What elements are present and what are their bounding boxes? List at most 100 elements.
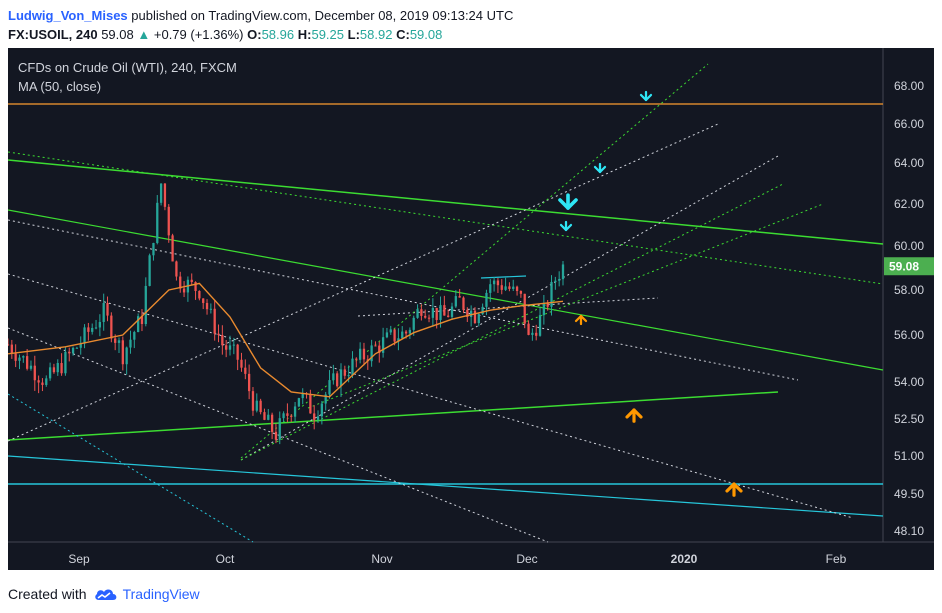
price-tick-label: 66.00	[894, 117, 924, 131]
price-tick-label: 49.50	[894, 487, 924, 501]
candle-body	[447, 315, 450, 317]
cyan-arrow-down-1	[639, 90, 653, 102]
candle-body	[267, 414, 270, 420]
candle-body	[255, 400, 258, 411]
arrows-layer	[558, 90, 743, 497]
candle-body	[225, 345, 228, 350]
candle-body	[217, 333, 220, 336]
price-chart[interactable]: 48.10 49.50 51.00 52.50 54.00 56.00 58.00 60.00…	[8, 48, 934, 570]
candle-body	[278, 418, 281, 440]
candle-body	[538, 315, 542, 336]
candle-body	[98, 321, 102, 328]
candle-body	[64, 351, 67, 374]
orange-arrow-up-2	[625, 408, 643, 423]
green-trendline-lower	[8, 391, 779, 441]
candle-body	[79, 343, 82, 348]
price-tick-label: 60.00	[894, 239, 924, 253]
price-tick-label: 51.00	[894, 449, 924, 463]
low-value: 58.92	[359, 27, 393, 42]
candle-body	[179, 276, 182, 289]
candle-body	[404, 331, 408, 334]
author-link[interactable]: Ludwig_Von_Mises	[8, 8, 128, 23]
candle-body	[175, 261, 178, 277]
candle-body	[420, 309, 423, 316]
tradingview-brand[interactable]: TradingView	[122, 586, 200, 602]
green-dotted-ray-2	[240, 183, 784, 461]
candle-body	[558, 279, 561, 281]
tradingview-cloud-icon	[94, 589, 116, 600]
candle-body	[385, 332, 389, 338]
candle-body	[515, 286, 519, 292]
candle-body	[152, 242, 155, 256]
candle-body	[485, 292, 488, 307]
price-axis[interactable]: 48.10 49.50 51.00 52.50 54.00 56.00 58.00 60.00…	[894, 79, 924, 538]
ohlc-line: FX:USOIL, 240 59.08 ▲ +0.79 (+1.36%) O:5…	[8, 25, 513, 44]
candle-body	[443, 305, 446, 316]
price-tick-label: 58.00	[894, 283, 924, 297]
candle-body	[68, 351, 71, 354]
candle-body	[492, 280, 496, 285]
candle-body	[546, 303, 549, 307]
candle-body	[293, 406, 297, 417]
candle-body	[336, 373, 339, 387]
candle-body	[33, 365, 36, 381]
candle-body	[389, 329, 392, 333]
candle-body	[351, 358, 354, 376]
candle-body	[378, 345, 381, 353]
candle-body	[247, 373, 251, 392]
cyan-short-segment	[480, 275, 527, 279]
candle-body	[129, 339, 132, 348]
candle-body	[274, 431, 278, 440]
orange-arrow-up-1	[574, 314, 588, 326]
time-axis[interactable]: Sep Oct Nov Dec 2020 Feb	[68, 552, 846, 566]
candle-body	[75, 347, 79, 349]
candle-body	[14, 353, 17, 361]
last-price-tag: 59.08	[884, 257, 934, 276]
chart-legend: CFDs on Crude Oil (WTI), 240, FXCM MA (5…	[18, 58, 237, 96]
candle-body	[263, 412, 266, 420]
candle-body	[133, 332, 136, 340]
candle-body	[370, 345, 373, 362]
green-trendline-upper	[8, 159, 884, 245]
chart-header: Ludwig_Von_Mises published on TradingVie…	[8, 6, 513, 44]
candle-body	[205, 302, 209, 310]
candle-body	[313, 413, 316, 420]
white-dotted-channel-upper	[8, 219, 799, 381]
candle-body	[381, 337, 385, 353]
candle-body	[60, 363, 63, 374]
moving-average-layer	[8, 282, 564, 398]
candle-body	[500, 285, 503, 290]
candle-body	[427, 317, 431, 319]
candle-body	[94, 327, 98, 329]
green-trendline-middle	[8, 209, 884, 371]
close-value: 59.08	[409, 27, 443, 42]
candle-body	[358, 348, 362, 360]
candle-body	[156, 202, 159, 243]
candle-body	[10, 344, 13, 354]
candle-body	[477, 314, 480, 324]
candle-body	[251, 391, 255, 411]
white-dotted-channel-bottom	[8, 327, 549, 543]
cyan-arrow-down-3	[559, 220, 573, 232]
candle-body	[270, 414, 274, 432]
candle-body	[504, 286, 507, 290]
candle-body	[531, 332, 534, 335]
candle-body	[454, 296, 457, 307]
price-tick-label: 62.00	[894, 197, 924, 211]
candle-body	[182, 288, 186, 293]
candle-body	[91, 327, 94, 332]
candle-body	[324, 394, 327, 404]
candle-body	[550, 281, 553, 307]
candle-body	[25, 356, 29, 369]
last-price-tag-label: 59.08	[889, 260, 919, 274]
candle-body	[435, 307, 438, 320]
candle-body	[244, 367, 247, 374]
candle-body	[140, 316, 144, 324]
candle-body	[52, 367, 56, 373]
candle-body	[45, 378, 48, 385]
candle-body	[114, 338, 117, 343]
candle-body	[401, 331, 404, 339]
orange-arrow-up-3	[725, 482, 743, 497]
price-tick-label: 54.00	[894, 375, 924, 389]
candle-body	[466, 309, 469, 317]
